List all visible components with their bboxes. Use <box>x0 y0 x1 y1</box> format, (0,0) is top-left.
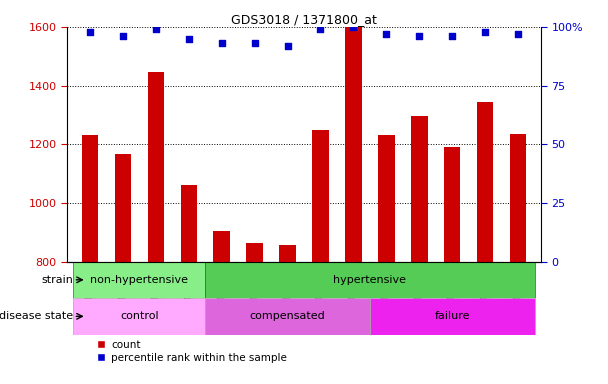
Point <box>250 40 260 46</box>
Point <box>151 26 161 32</box>
Bar <box>279 245 295 262</box>
Bar <box>74 298 206 334</box>
Bar <box>477 102 493 262</box>
Bar <box>378 136 395 262</box>
Point <box>316 26 325 32</box>
Text: disease state: disease state <box>0 311 74 321</box>
Point <box>480 28 490 35</box>
Bar <box>206 298 370 334</box>
Point <box>184 36 193 42</box>
Text: compensated: compensated <box>250 311 325 321</box>
Point <box>118 33 128 39</box>
Bar <box>74 262 206 298</box>
Point <box>381 31 391 37</box>
Bar <box>510 134 527 262</box>
Text: control: control <box>120 311 159 321</box>
Bar <box>444 147 460 262</box>
Title: GDS3018 / 1371800_at: GDS3018 / 1371800_at <box>231 13 377 26</box>
Point <box>415 33 424 39</box>
Bar <box>411 116 427 262</box>
Point <box>513 31 523 37</box>
Bar <box>345 27 362 262</box>
Text: hypertensive: hypertensive <box>333 275 406 285</box>
Bar <box>370 298 534 334</box>
Legend: count, percentile rank within the sample: count, percentile rank within the sample <box>96 340 288 363</box>
Bar <box>81 136 98 262</box>
Bar <box>148 72 164 262</box>
Bar <box>213 231 230 262</box>
Point <box>283 43 292 49</box>
Bar <box>206 262 534 298</box>
Text: failure: failure <box>435 311 470 321</box>
Text: non-hypertensive: non-hypertensive <box>91 275 188 285</box>
Point <box>217 40 227 46</box>
Bar <box>313 129 329 262</box>
Bar <box>246 243 263 262</box>
Point <box>85 28 95 35</box>
Bar <box>115 154 131 262</box>
Point <box>348 24 358 30</box>
Text: strain: strain <box>41 275 74 285</box>
Bar <box>181 185 197 262</box>
Point <box>447 33 457 39</box>
